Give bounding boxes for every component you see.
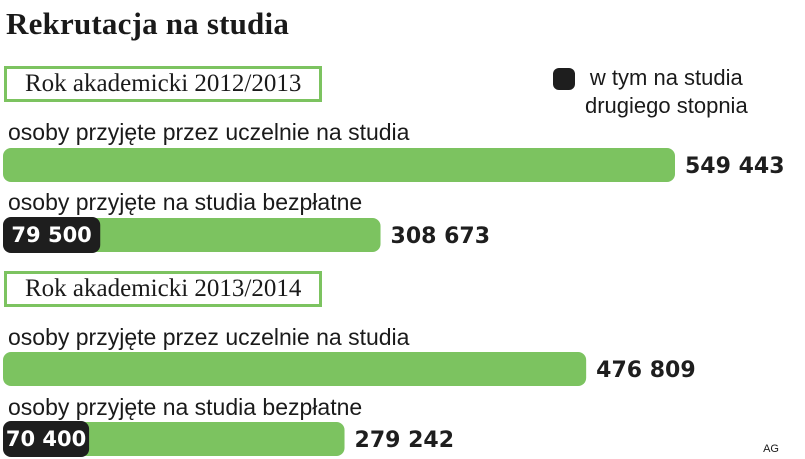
year-label-2013-2014: Rok akademicki 2013/2014 — [4, 271, 323, 307]
credit: AG — [763, 443, 779, 455]
value-label-second-degree-1-1: 70 400 — [6, 427, 86, 451]
year-label-2012-2013: Rok akademicki 2012/2013 — [4, 66, 323, 102]
row-label-2012-admitted: osoby przyjęte przez uczelnie na studia — [8, 119, 410, 145]
bar-second-degree-1-1 — [3, 421, 90, 457]
value-label-1-0: 476 809 — [596, 358, 696, 383]
legend-label-line-2: drugiego stopnia — [585, 93, 748, 118]
value-label-0-1: 308 673 — [391, 224, 491, 249]
legend: w tym na studia drugiego stopnia — [553, 64, 748, 120]
legend-label: w tym na studia drugiego stopnia — [585, 64, 748, 120]
value-label-second-degree-0-1: 79 500 — [11, 223, 91, 247]
bar-1-0 — [3, 352, 587, 386]
legend-swatch-second-degree — [553, 68, 575, 90]
row-label-2013-admitted: osoby przyjęte przez uczelnie na studia — [8, 324, 410, 350]
legend-label-line-1: w tym na studia — [589, 65, 743, 90]
row-label-2013-free: osoby przyjęte na studia bezpłatne — [8, 394, 363, 420]
value-label-0-0: 549 443 — [685, 154, 785, 179]
bar-0-0 — [3, 148, 675, 182]
bar-second-degree-0-1 — [3, 217, 101, 253]
chart-title: Rekrutacja na studia — [6, 6, 290, 41]
row-label-2012-free: osoby przyjęte na studia bezpłatne — [8, 189, 363, 215]
value-label-1-1: 279 242 — [355, 428, 455, 453]
